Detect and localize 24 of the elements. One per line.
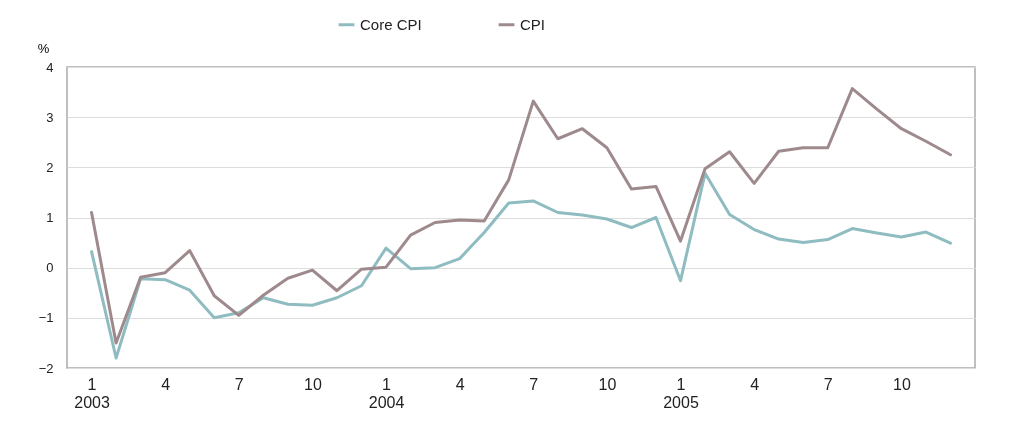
line-series bbox=[90, 171, 952, 360]
x-tick-label: 4 bbox=[750, 375, 760, 393]
x-tick-label: 7 bbox=[529, 375, 539, 393]
y-tick-label: 4 bbox=[46, 59, 54, 75]
y-tick-label: 2 bbox=[46, 159, 54, 175]
legend-label: CPI bbox=[520, 15, 546, 33]
y-tick-label: 0 bbox=[46, 260, 54, 276]
y-tick-label: 1 bbox=[46, 210, 54, 225]
y-tick-label: −1 bbox=[38, 310, 54, 326]
x-tick-label: 7 bbox=[823, 375, 833, 393]
x-tick-label: 10 bbox=[304, 375, 322, 393]
x-tick-label: 7 bbox=[234, 375, 244, 393]
y-tick-label: 3 bbox=[46, 109, 54, 125]
x-tick-label: 4 bbox=[161, 375, 171, 393]
x-tick-label: 1 2004 bbox=[368, 375, 405, 411]
x-tick-label: 4 bbox=[455, 375, 465, 393]
x-tick-label: 10 bbox=[598, 375, 617, 393]
y-tick-label: −2 bbox=[38, 360, 54, 376]
x-tick-label: 10 bbox=[892, 375, 911, 393]
x-tick-label: 1 2003 bbox=[74, 375, 110, 411]
line-series bbox=[90, 87, 952, 345]
legend-label: Core CPI bbox=[360, 15, 422, 33]
y-axis-title: % bbox=[37, 40, 50, 56]
x-tick-label: 1 2005 bbox=[663, 375, 699, 411]
